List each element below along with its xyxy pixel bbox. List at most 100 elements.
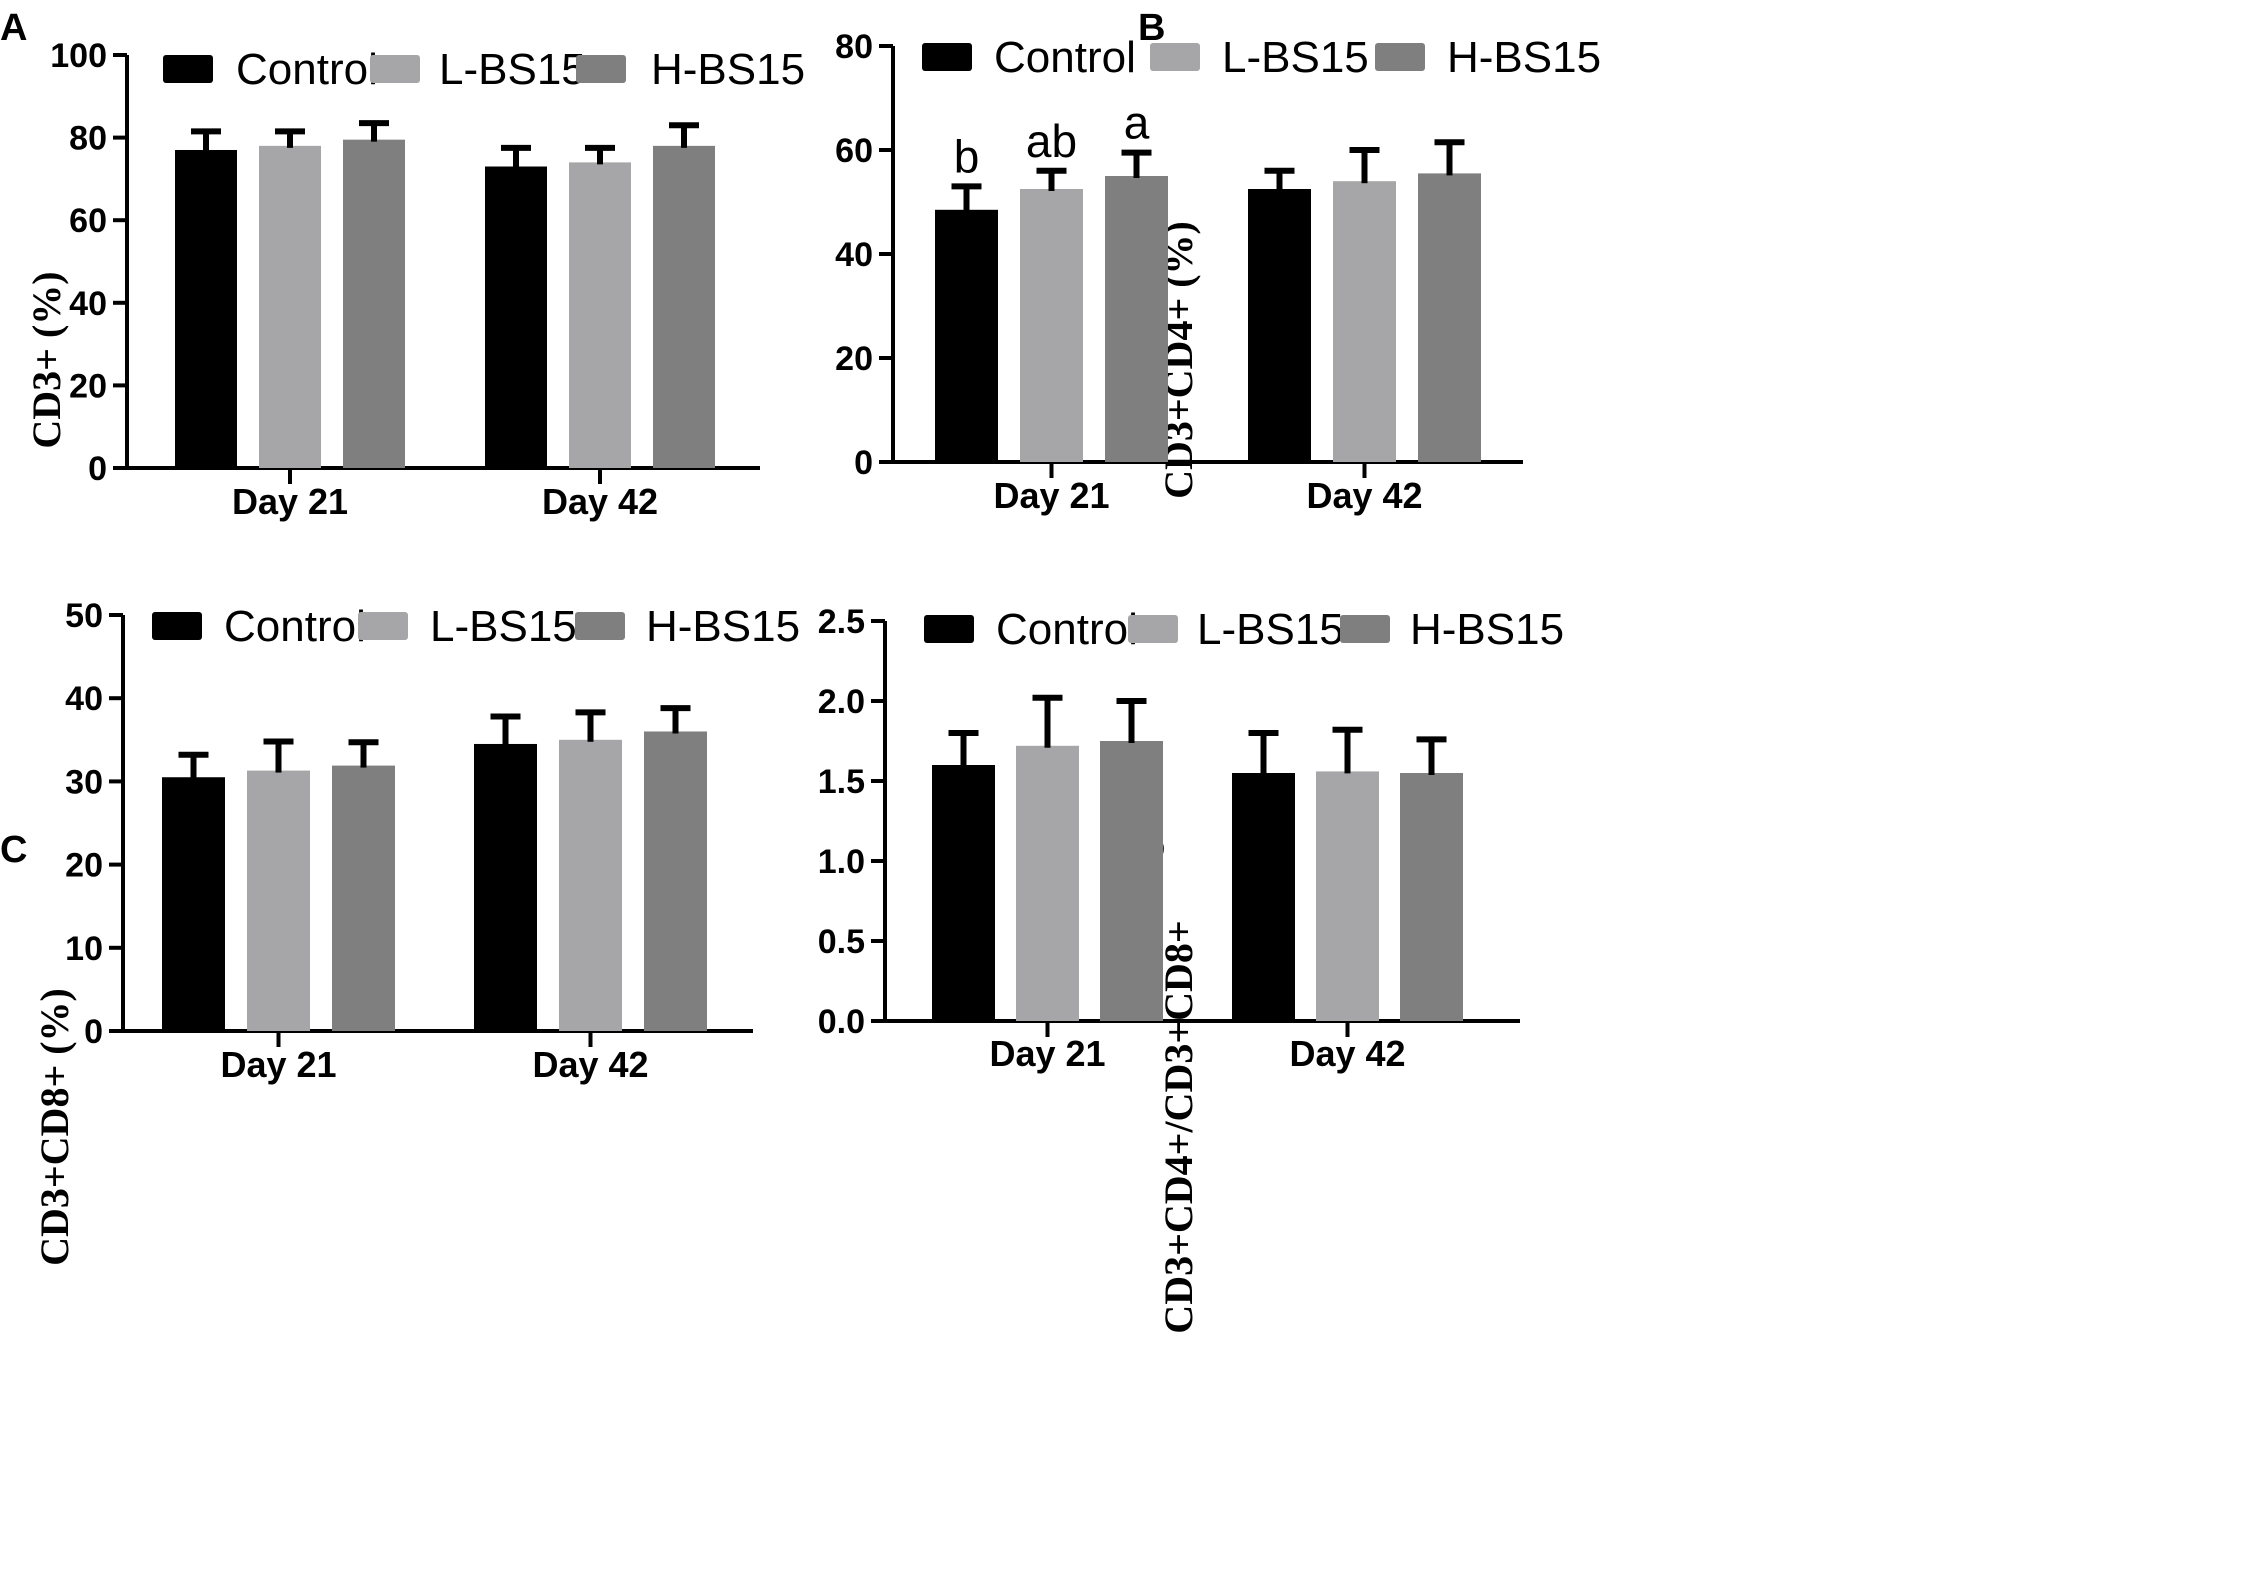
bar-l-bs15 — [1333, 181, 1396, 462]
y-tick-label: 0 — [88, 450, 107, 488]
y-tick-label: 0 — [84, 1013, 103, 1051]
legend-item-l-bs15: L-BS15 — [370, 45, 586, 94]
chart-panel-a: A CD3+ (%) 0 20 40 60 80 100 Day 21 Day 42 Contr… — [0, 7, 805, 522]
bar-h-bs15 — [653, 145, 715, 469]
y-tick-label: 1.0 — [818, 843, 865, 881]
bar-control — [1248, 189, 1311, 462]
y-tick-label: 100 — [50, 37, 107, 75]
bar-control — [474, 743, 537, 1031]
legend-item-h-bs15: H-BS15 — [576, 45, 805, 94]
legend-swatch-control — [163, 55, 213, 83]
bar-l-bs15 — [569, 162, 631, 468]
y-tick-label: 40 — [69, 285, 107, 323]
legend-item-l-bs15: L-BS15 — [1128, 605, 1344, 654]
bar-l-bs15 — [247, 770, 310, 1031]
legend-item-control: Control — [152, 602, 366, 651]
panel-letter: B — [1138, 7, 1165, 49]
bar-h-bs15 — [1418, 173, 1481, 462]
legend-item-h-bs15: H-BS15 — [1340, 605, 1564, 654]
legend-swatch-control — [922, 43, 972, 71]
legend-item-h-bs15: H-BS15 — [575, 602, 800, 651]
legend-swatch-h-bs15 — [1375, 43, 1425, 71]
bar-h-bs15 — [1105, 176, 1168, 462]
legend-swatch-control — [924, 615, 974, 643]
x-tick-label: Day 21 — [220, 1044, 336, 1085]
bar-control — [175, 149, 237, 469]
y-axis-title: CD3+CD4+/CD3+CD8+ — [1156, 920, 1201, 1333]
legend-label: Control — [224, 602, 366, 651]
legend-swatch-l-bs15 — [370, 55, 420, 83]
y-tick-label: 10 — [65, 930, 103, 968]
legend-swatch-h-bs15 — [576, 55, 626, 83]
legend-swatch-control — [152, 612, 202, 640]
legend-label: L-BS15 — [439, 45, 586, 94]
x-tick-label: Day 42 — [542, 481, 658, 522]
y-tick-label: 50 — [65, 597, 103, 635]
y-tick-label: 0 — [854, 444, 873, 482]
legend-label: H-BS15 — [646, 602, 800, 651]
y-tick-label: 60 — [835, 132, 873, 170]
bar-l-bs15 — [259, 145, 321, 469]
legend-item-l-bs15: L-BS15 — [358, 602, 577, 651]
legend-swatch-h-bs15 — [1340, 615, 1390, 643]
bar-control — [935, 209, 998, 462]
significance-label: ab — [1026, 115, 1077, 167]
bar-h-bs15 — [343, 139, 405, 469]
bar-l-bs15 — [1316, 771, 1379, 1021]
bar-l-bs15 — [1020, 189, 1083, 462]
bar-h-bs15 — [644, 731, 707, 1031]
y-tick-label: 60 — [69, 202, 107, 240]
legend-item-h-bs15: H-BS15 — [1375, 33, 1601, 82]
legend-item-control: Control — [924, 605, 1138, 654]
y-tick-label: 2.5 — [818, 603, 865, 641]
legend-label: H-BS15 — [1447, 33, 1601, 82]
significance-label: b — [954, 130, 980, 182]
legend-swatch-l-bs15 — [1150, 43, 1200, 71]
legend-item-control: Control — [922, 33, 1136, 82]
y-tick-label: 20 — [69, 367, 107, 405]
legend-label: Control — [996, 605, 1138, 654]
bar-l-bs15 — [559, 739, 622, 1031]
legend-swatch-l-bs15 — [1128, 615, 1178, 643]
legend-item-control: Control — [163, 45, 378, 94]
y-tick-label: 0.5 — [818, 923, 865, 961]
y-tick-label: 40 — [835, 236, 873, 274]
chart-panel-d: D CD3+CD4+/CD3+CD8+ 0.00.51.01.52.02.5Da… — [818, 603, 1564, 1334]
legend-label: H-BS15 — [1410, 605, 1564, 654]
chart-panel-c: C CD3+CD8+ (%) 0 10 20 30 40 50 Day 21 Day 42 Co… — [0, 597, 800, 1266]
bar-control — [485, 166, 547, 468]
legend-swatch-l-bs15 — [358, 612, 408, 640]
bar-h-bs15 — [1100, 741, 1163, 1021]
bar-h-bs15 — [1400, 773, 1463, 1021]
x-tick-label: Day 42 — [532, 1044, 648, 1085]
y-tick-label: 80 — [69, 120, 107, 158]
panel-letter: C — [0, 829, 27, 871]
y-tick-label: 20 — [65, 847, 103, 885]
legend-item-l-bs15: L-BS15 — [1150, 33, 1369, 82]
bar-control — [162, 777, 225, 1031]
legend-label: L-BS15 — [430, 602, 577, 651]
y-axis-title: CD3+ (%) — [24, 271, 69, 448]
legend-label: L-BS15 — [1222, 33, 1369, 82]
y-tick-label: 1.5 — [818, 763, 865, 801]
panel-letter: A — [0, 7, 27, 49]
y-tick-label: 0.0 — [818, 1003, 865, 1041]
legend-label: Control — [236, 45, 378, 94]
y-tick-label: 20 — [835, 340, 873, 378]
legend-label: H-BS15 — [651, 45, 805, 94]
y-tick-label: 30 — [65, 763, 103, 801]
x-tick-label: Day 42 — [1306, 475, 1422, 516]
x-tick-label: Day 42 — [1289, 1033, 1405, 1074]
legend-label: L-BS15 — [1197, 605, 1344, 654]
x-tick-label: Day 21 — [232, 481, 348, 522]
y-tick-label: 80 — [835, 28, 873, 66]
legend-swatch-h-bs15 — [575, 612, 625, 640]
bar-control — [932, 765, 995, 1021]
bar-l-bs15 — [1016, 745, 1079, 1021]
x-tick-label: Day 21 — [989, 1033, 1105, 1074]
legend-label: Control — [994, 33, 1136, 82]
bar-h-bs15 — [332, 765, 395, 1031]
bar-control — [1232, 773, 1295, 1021]
